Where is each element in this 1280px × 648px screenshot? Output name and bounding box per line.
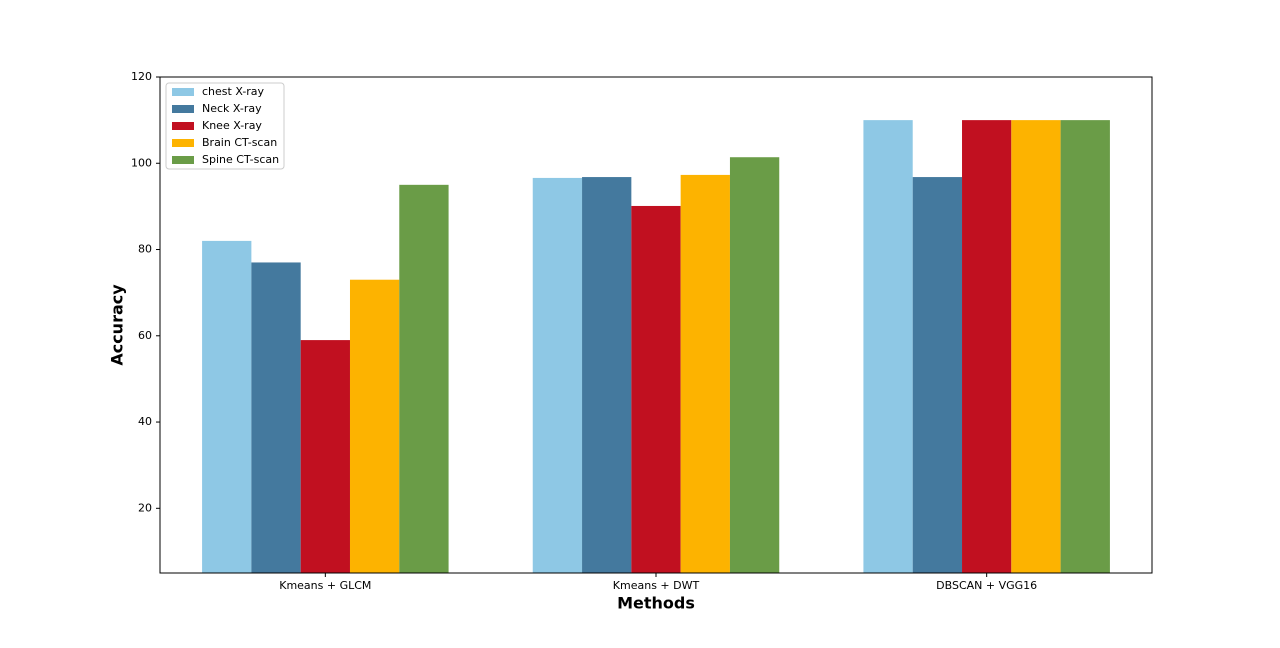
bar <box>202 240 252 574</box>
y-tick-label: 40 <box>138 415 152 428</box>
bar <box>300 340 350 573</box>
y-tick-label: 20 <box>138 501 152 514</box>
bar <box>582 177 632 573</box>
bar <box>631 205 681 573</box>
legend-swatch <box>172 105 194 113</box>
legend-swatch <box>172 156 194 164</box>
y-tick-label: 120 <box>131 70 152 83</box>
bar <box>349 279 400 573</box>
legend-swatch <box>172 88 194 96</box>
legend-box <box>165 82 285 170</box>
bar <box>532 177 583 573</box>
plot-frame <box>159 76 1153 574</box>
x-tick-label: Kmeans + DWT <box>613 579 700 592</box>
x-tick-label: DBSCAN + VGG16 <box>936 579 1037 592</box>
bar <box>912 177 963 573</box>
bar <box>251 262 301 573</box>
bar <box>962 120 1012 573</box>
y-axis-label: Accuracy <box>108 284 127 366</box>
legend-label: Neck X-ray <box>202 102 262 115</box>
legend-swatch <box>172 139 194 147</box>
legend-label: Brain CT-scan <box>202 136 277 149</box>
bar <box>399 184 449 573</box>
x-axis-label: Methods <box>617 594 695 613</box>
bar <box>680 174 730 574</box>
bar <box>1060 120 1110 573</box>
x-tick-label: Kmeans + GLCM <box>279 579 371 592</box>
y-tick-label: 100 <box>131 156 152 169</box>
y-tick-label: 80 <box>138 243 152 256</box>
legend-swatch <box>172 122 194 130</box>
legend-label: Spine CT-scan <box>202 153 279 166</box>
legend-label: Knee X-ray <box>202 119 262 132</box>
bar <box>729 157 780 574</box>
y-tick-label: 60 <box>138 329 152 342</box>
bar <box>1011 120 1061 573</box>
bar <box>863 120 913 573</box>
legend-label: chest X-ray <box>202 85 265 98</box>
